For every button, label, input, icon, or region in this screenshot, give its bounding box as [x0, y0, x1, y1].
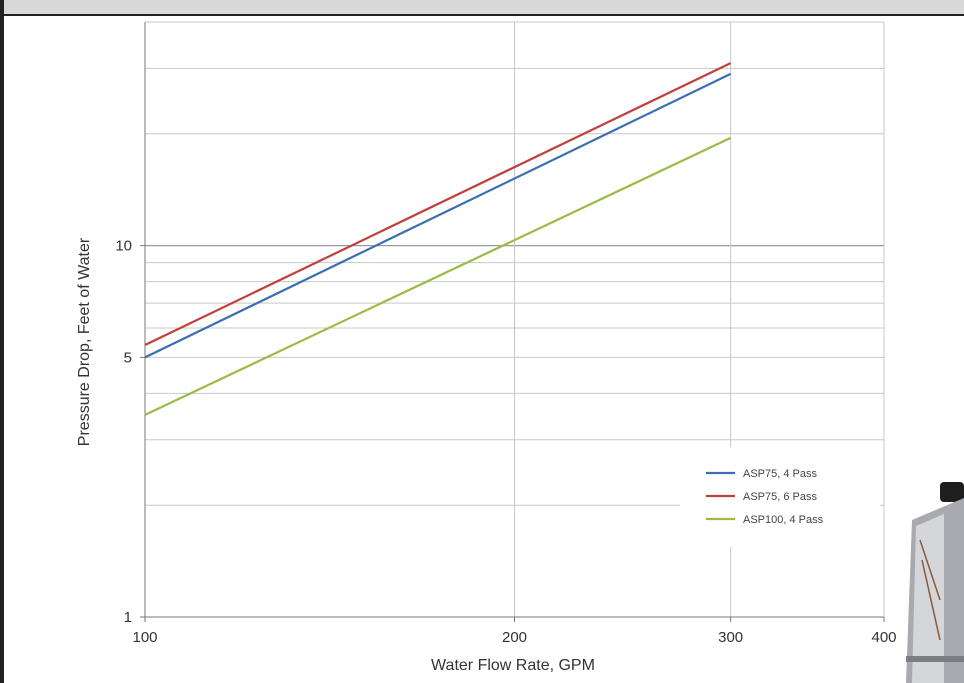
left-border [0, 0, 4, 683]
legend-label-2: ASP75, 6 Pass [743, 491, 817, 503]
series-line-3 [144, 136, 732, 416]
y-axis-label: Pressure Drop, Feet of Water [76, 237, 93, 446]
x-axis-label: Water Flow Rate, GPM [431, 657, 595, 674]
x-tick-label: 100 [132, 629, 157, 646]
y-tick-label: 5 [124, 349, 132, 366]
chart-legend: ASP75, 4 Pass ASP75, 6 Pass ASP100, 4 Pass [680, 447, 880, 547]
chart-series [144, 62, 732, 416]
series-line-2 [144, 62, 732, 346]
legend-label-3: ASP100, 4 Pass [743, 514, 824, 526]
equipment-photo [906, 482, 964, 683]
x-tick-label: 400 [871, 629, 896, 646]
x-tick-label: 200 [502, 629, 527, 646]
y-tick-label: 10 [115, 238, 132, 255]
series-line-1 [144, 72, 732, 359]
y-tick-label: 1 [124, 609, 132, 626]
x-tick-label: 300 [718, 629, 743, 646]
chart-axes: 100 200 300 400 1 5 10 [115, 22, 897, 646]
header-band [0, 0, 964, 16]
legend-label-1: ASP75, 4 Pass [743, 468, 817, 480]
